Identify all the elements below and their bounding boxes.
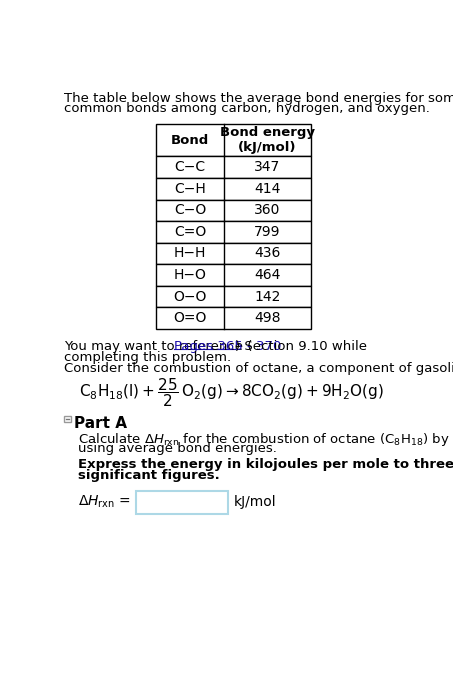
Text: C−H: C−H <box>174 182 206 196</box>
Text: You may want to reference (: You may want to reference ( <box>64 340 253 354</box>
Text: 347: 347 <box>254 160 280 174</box>
Text: common bonds among carbon, hydrogen, and oxygen.: common bonds among carbon, hydrogen, and… <box>64 102 430 116</box>
Bar <box>156 286 311 307</box>
Text: C−O: C−O <box>174 203 206 217</box>
Text: 436: 436 <box>254 246 280 260</box>
Text: significant figures.: significant figures. <box>78 469 220 482</box>
Text: 464: 464 <box>254 268 280 282</box>
Text: 799: 799 <box>254 225 281 239</box>
Text: 414: 414 <box>254 182 280 196</box>
Bar <box>156 243 311 264</box>
Text: O=O: O=O <box>173 311 207 325</box>
Text: $\mathrm{C_8H_{18}(l)+\dfrac{25}{2}\,O_2(g)\rightarrow 8CO_2(g)+9H_2O(g)}$: $\mathrm{C_8H_{18}(l)+\dfrac{25}{2}\,O_2… <box>79 376 384 409</box>
Text: H−H: H−H <box>174 246 206 260</box>
Text: H−O: H−O <box>173 268 207 282</box>
Text: O−O: O−O <box>173 290 207 304</box>
Text: The table below shows the average bond energies for some: The table below shows the average bond e… <box>64 92 453 105</box>
Bar <box>156 199 311 221</box>
Bar <box>156 307 311 329</box>
Text: Consider the combustion of octane, a component of gasoline:: Consider the combustion of octane, a com… <box>64 362 453 375</box>
Text: completing this problem.: completing this problem. <box>64 351 231 364</box>
Bar <box>156 124 311 156</box>
Text: $\Delta H_{\rm rxn}$ =: $\Delta H_{\rm rxn}$ = <box>78 494 131 510</box>
Bar <box>136 491 228 514</box>
Bar <box>156 221 311 243</box>
Text: Pages 365 - 370: Pages 365 - 370 <box>174 340 282 354</box>
Bar <box>64 416 71 422</box>
Text: ) Section 9.10 while: ) Section 9.10 while <box>235 340 367 354</box>
Text: Bond energy
(kJ/mol): Bond energy (kJ/mol) <box>220 126 315 154</box>
Text: Express the energy in kilojoules per mole to three: Express the energy in kilojoules per mol… <box>78 458 453 471</box>
Text: kJ/mol: kJ/mol <box>234 495 277 509</box>
Text: Part A: Part A <box>74 416 127 431</box>
Text: Bond: Bond <box>171 134 209 147</box>
Bar <box>156 156 311 178</box>
Text: Calculate $\Delta H_{\rm rxn}$ for the combustion of octane ($\rm C_8H_{18}$) by: Calculate $\Delta H_{\rm rxn}$ for the c… <box>78 431 450 448</box>
Text: using average bond energies.: using average bond energies. <box>78 442 277 455</box>
Text: 498: 498 <box>254 311 281 325</box>
Text: C−C: C−C <box>174 160 206 174</box>
Text: C=O: C=O <box>174 225 206 239</box>
Text: 360: 360 <box>254 203 280 217</box>
Bar <box>156 178 311 200</box>
Bar <box>156 264 311 286</box>
Text: 142: 142 <box>254 290 280 304</box>
